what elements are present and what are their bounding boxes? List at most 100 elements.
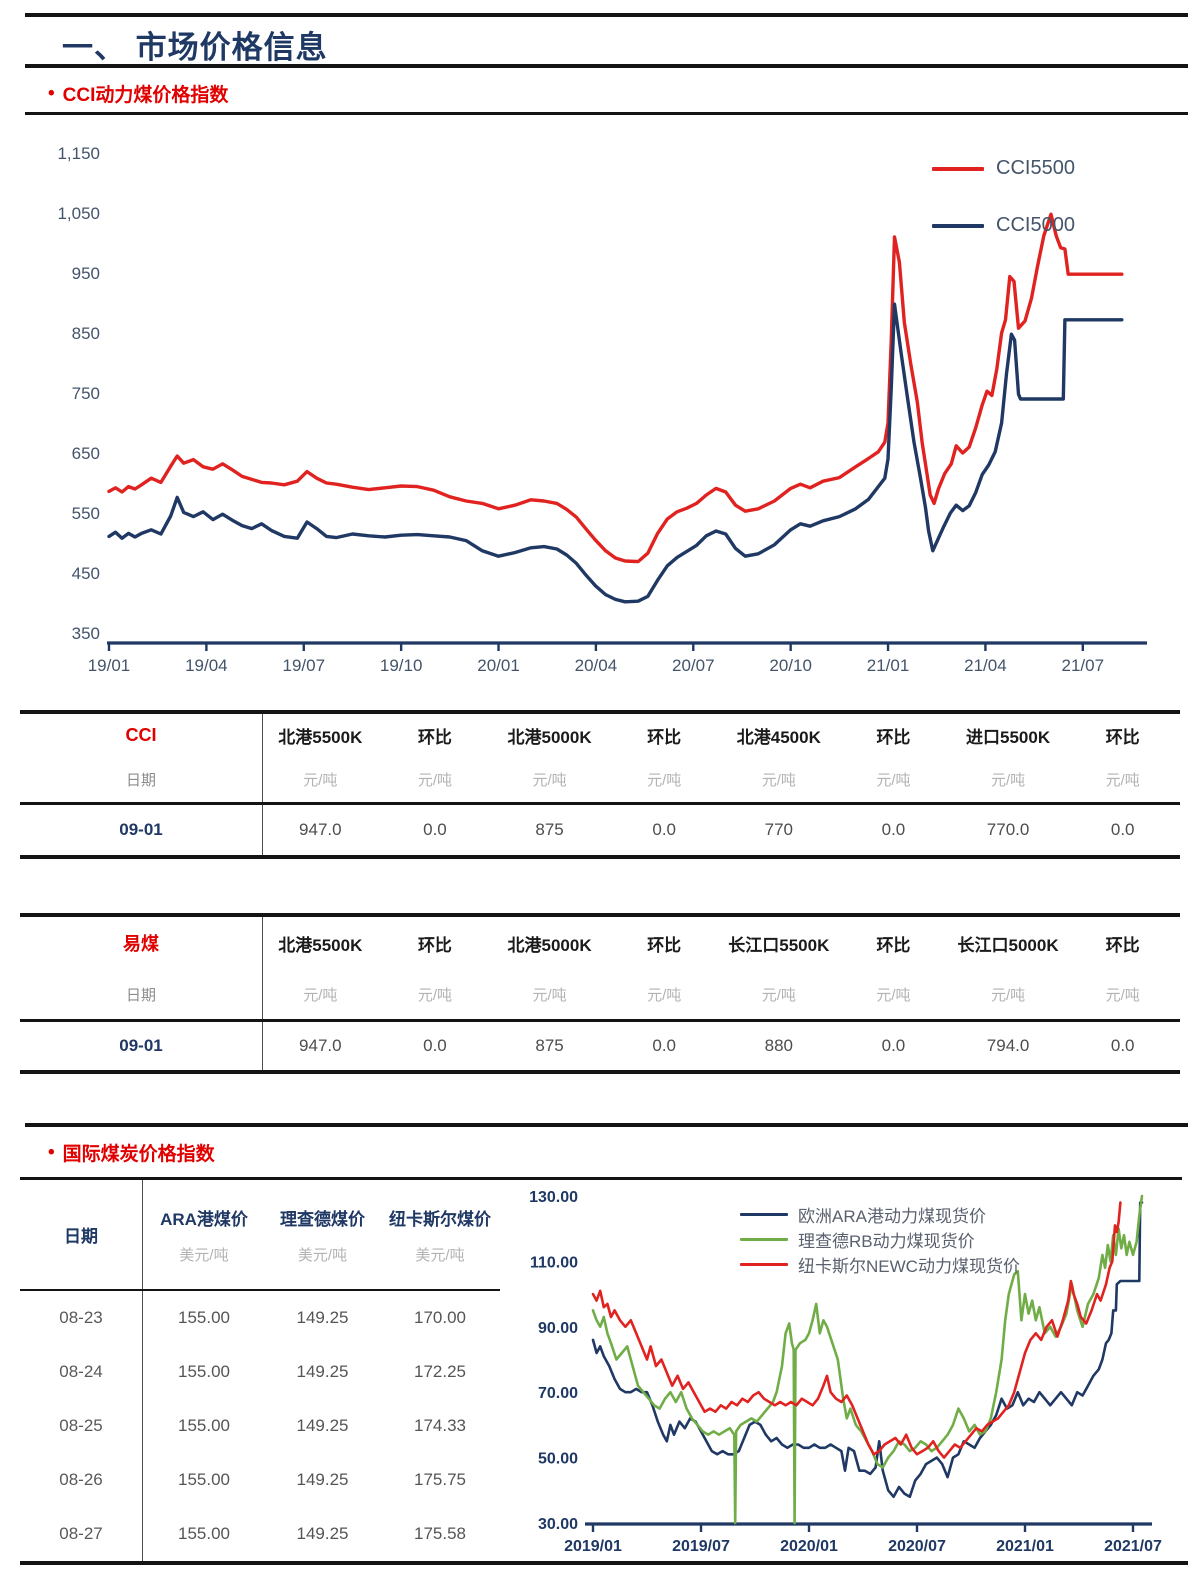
svg-text:20/01: 20/01	[477, 656, 520, 675]
col-header: 环比	[417, 727, 452, 747]
value-cell: 770.0	[986, 820, 1030, 839]
svg-text:750: 750	[72, 384, 100, 403]
col-header: 北港5000K	[507, 727, 592, 747]
row-date: 08-27	[20, 1507, 143, 1561]
value-cell: 0.0	[881, 1036, 906, 1055]
unit-cell: 美元/吨	[179, 1246, 229, 1264]
unit-cell: 元/吨	[761, 771, 796, 789]
col-header: 长江口5000K	[957, 935, 1059, 955]
svg-text:350: 350	[72, 624, 100, 643]
cci-price-table: CCI 北港5500K 环比 北港5000K 环比 北港4500K 环比 进口5…	[20, 710, 1180, 859]
value-cell: 0.0	[423, 820, 447, 839]
svg-text:1,050: 1,050	[57, 204, 100, 223]
value-cell: 770	[764, 820, 793, 839]
unit-cell: 元/吨	[761, 986, 796, 1004]
legend-item-rb: 理查德RB动力煤现货价	[740, 1227, 975, 1252]
yimei-price-table: 易煤 北港5500K 环比 北港5000K 环比 长江口5500K 环比 长江口…	[20, 913, 1180, 1074]
legend-item-cci5500: CCI5500	[932, 157, 1075, 180]
legend-item-newc: 纽卡斯尔NEWC动力煤现货价	[740, 1252, 1020, 1277]
value-cell: 149.25	[296, 1308, 349, 1327]
svg-text:21/01: 21/01	[867, 656, 910, 675]
title-divider	[25, 64, 1188, 68]
value-cell: 155.00	[178, 1308, 230, 1327]
table-row: 08-26 155.00 149.25 175.75	[20, 1453, 500, 1507]
date-column-label: 日期	[20, 756, 263, 802]
value-cell: 875	[535, 820, 564, 839]
unit-cell: 元/吨	[303, 986, 338, 1004]
col-header: 进口5500K	[966, 727, 1051, 747]
svg-text:2021/07: 2021/07	[1104, 1538, 1162, 1555]
svg-text:90.00: 90.00	[538, 1320, 578, 1337]
row-date: 08-26	[20, 1453, 143, 1507]
svg-text:2020/01: 2020/01	[780, 1538, 838, 1555]
bullet-icon: •	[48, 82, 55, 104]
cci-index-chart: 19/01 19/04 19/07 19/10 20/01 20/04 20/07 20/10…	[57, 144, 1147, 675]
svg-text:850: 850	[72, 324, 100, 343]
unit-cell: 元/吨	[1105, 986, 1140, 1004]
date-column-label: 日期	[20, 1180, 143, 1289]
unit-cell: 元/吨	[990, 771, 1026, 789]
value-cell: 0.0	[423, 1036, 447, 1055]
col-header: 北港5500K	[278, 727, 363, 747]
value-cell: 149.25	[296, 1470, 349, 1489]
intl-section-label: 国际煤炭价格指数	[62, 1144, 215, 1165]
svg-text:19/07: 19/07	[282, 656, 325, 675]
svg-text:2019/01: 2019/01	[564, 1538, 622, 1555]
svg-text:70.00: 70.00	[538, 1385, 578, 1402]
bullet-icon: •	[48, 1141, 55, 1163]
value-cell: 149.25	[296, 1362, 349, 1381]
intl-section-heading: • 国际煤炭价格指数	[48, 1139, 215, 1166]
svg-text:19/01: 19/01	[88, 656, 131, 675]
col-header: 环比	[417, 935, 452, 955]
svg-text:20/10: 20/10	[769, 656, 812, 675]
table-row: 08-25 155.00 149.25 174.33	[20, 1399, 500, 1453]
svg-text:21/07: 21/07	[1062, 656, 1105, 675]
value-cell: 947.0	[299, 820, 342, 839]
col-header: 环比	[1105, 935, 1140, 955]
table-row: 08-24 155.00 149.25 172.25	[20, 1345, 500, 1399]
section-title: 一、 市场价格信息	[62, 30, 328, 65]
unit-cell: 元/吨	[876, 771, 911, 789]
col-header: 纽卡斯尔煤价	[389, 1209, 491, 1229]
table-row: 08-23 155.00 149.25 170.00	[20, 1291, 500, 1345]
rb-line-swatch	[740, 1238, 788, 1241]
cci-section-label: CCI动力煤价格指数	[62, 85, 229, 106]
col-header: 北港5000K	[507, 935, 592, 955]
row-date: 08-24	[20, 1345, 143, 1399]
newc-line-swatch	[740, 1263, 788, 1266]
svg-text:550: 550	[72, 504, 100, 523]
row-date: 09-01	[20, 805, 263, 855]
cci-section-heading: • CCI动力煤价格指数	[48, 80, 228, 107]
table-title-cci: CCI	[125, 724, 157, 745]
value-cell: 175.58	[414, 1524, 466, 1543]
row-date: 08-25	[20, 1399, 143, 1453]
svg-text:19/04: 19/04	[185, 656, 228, 675]
intl-section-top-divider	[25, 1123, 1188, 1127]
value-cell: 947.0	[299, 1036, 342, 1055]
table-divider	[20, 1289, 500, 1291]
row-date: 08-23	[20, 1291, 143, 1345]
svg-text:1,150: 1,150	[57, 144, 100, 163]
cci-heading-divider	[25, 112, 1188, 115]
ara-line-swatch	[740, 1213, 788, 1216]
value-cell: 170.00	[414, 1308, 466, 1327]
unit-cell: 元/吨	[532, 986, 567, 1004]
cci-chart-area: 19/01 19/04 19/07 19/10 20/01 20/04 20/07 20/10…	[20, 115, 1180, 675]
legend-item-cci5000: CCI5000	[932, 214, 1075, 237]
unit-cell: 美元/吨	[297, 1246, 348, 1264]
col-header: 北港4500K	[736, 727, 821, 747]
value-cell: 794.0	[986, 1036, 1030, 1055]
table-divider	[20, 1019, 1180, 1022]
svg-text:950: 950	[72, 264, 100, 283]
unit-cell: 元/吨	[647, 771, 682, 789]
legend-label: CCI5500	[996, 157, 1075, 179]
unit-cell: 美元/吨	[415, 1246, 465, 1264]
svg-text:21/04: 21/04	[964, 656, 1007, 675]
table-row: 09-01 947.0 0.0 875 0.0 880 0.0 794.0 0.…	[20, 1022, 1180, 1070]
value-cell: 880	[764, 1036, 793, 1055]
svg-text:2021/01: 2021/01	[996, 1538, 1054, 1555]
col-header: 北港5500K	[278, 935, 363, 955]
intl-heading-divider	[20, 1177, 1182, 1180]
svg-text:110.00: 110.00	[530, 1254, 578, 1271]
value-cell: 155.00	[178, 1470, 230, 1489]
